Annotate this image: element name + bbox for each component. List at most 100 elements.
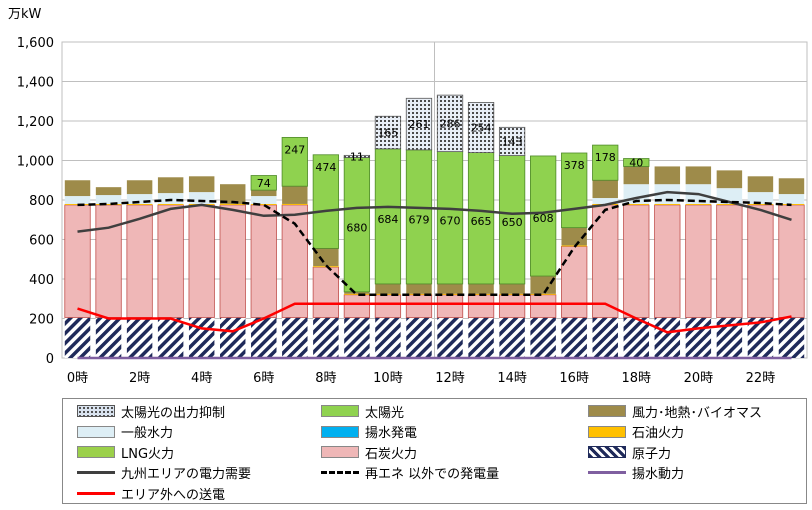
bar-segment-solar <box>436 151 464 285</box>
bar-segment-coal <box>778 204 805 318</box>
unit-label: 万kW <box>8 7 42 22</box>
bar-segment-nuclear <box>157 317 184 358</box>
bar-segment-hydro <box>747 192 774 204</box>
bar-label-solar: 684 <box>377 213 398 226</box>
bar-segment-oil <box>716 203 743 205</box>
bar-segment-nuclear <box>561 317 587 358</box>
legend-label: エリア外への送電 <box>121 487 226 503</box>
bar-segment-nuclear <box>188 317 215 358</box>
bar-segment-hydro <box>592 198 618 204</box>
bar-segment-wind_geo <box>313 248 339 267</box>
y-tick-label: 0 <box>46 352 54 367</box>
y-tick-label: 1,600 <box>17 36 54 51</box>
bar-segment-nuclear <box>95 317 122 358</box>
x-axis-ticks: 0時 2時 4時 6時 8時 10時 12時 14時 16時 18時 20時 22時 <box>67 371 775 386</box>
x-tick-label: 20時 <box>684 371 714 386</box>
legend-label: 風力･地熱･バイオマス <box>632 405 763 421</box>
bar-segment-hydro <box>95 195 122 204</box>
bar-segment-nuclear <box>778 317 805 358</box>
bar-segment-oil <box>157 203 184 205</box>
bar-segment-coal <box>219 204 246 318</box>
legend-swatch <box>77 405 115 417</box>
power-chart: 万kW 0 200 400 600 800 1,000 1,200 1,400 1,600 74… <box>8 7 808 386</box>
bar-segment-oil <box>282 203 308 205</box>
legend-item: 再エネ 以外での発電量 <box>321 463 499 483</box>
line-transfer <box>77 302 792 334</box>
legend-item: 原子力 <box>588 442 671 462</box>
legend-label: 再エネ 以外での発電量 <box>365 467 500 482</box>
bar-segment-hydro <box>157 193 184 204</box>
bar-label-curtail: 143 <box>502 135 523 148</box>
bar-segment-wind_geo <box>747 176 774 193</box>
bar-segment-oil <box>623 203 649 205</box>
y-tick-label: 200 <box>29 313 54 328</box>
bar-segment-oil <box>685 203 712 205</box>
y-tick-label: 1,400 <box>17 76 54 91</box>
bar-label-solar: 474 <box>315 161 336 174</box>
bar-segment-oil <box>375 293 401 295</box>
bar-label-curtail: 261 <box>408 118 429 131</box>
line-demand <box>77 190 792 233</box>
x-tick-label: 0時 <box>67 371 88 386</box>
x-tick-label: 2時 <box>129 371 150 386</box>
legend-item: 太陽光の出力抑制 <box>77 401 225 421</box>
bar-segment-oil <box>251 203 277 205</box>
bar-segment-curtail <box>467 102 495 153</box>
bar-label-solar: 178 <box>595 151 616 164</box>
bar-segment-hydro <box>188 192 215 204</box>
bar-segment-nuclear <box>282 317 308 358</box>
bar-segment-nuclear <box>344 317 370 358</box>
bar-label-solar: 608 <box>533 212 554 225</box>
bar-segment-wind_geo <box>282 186 308 204</box>
legend-swatch <box>588 425 626 438</box>
bar-segment-oil <box>499 293 525 295</box>
bar-segment-nuclear <box>437 317 463 358</box>
legend-label: LNG火力 <box>121 446 175 462</box>
bar-segment-wind_geo <box>437 283 463 294</box>
bar-segment-oil <box>220 203 246 205</box>
y-tick-label: 600 <box>29 234 54 249</box>
legend-item: 石炭火力 <box>321 442 417 462</box>
bar-segment-nuclear <box>64 317 91 358</box>
bar-segment-nuclear <box>313 317 339 358</box>
bar-segment-solar <box>343 157 371 293</box>
legend-swatch <box>321 425 359 438</box>
legend-label: 揚水発電 <box>365 426 418 441</box>
legend-swatch <box>77 471 115 474</box>
y-tick-label: 1,200 <box>17 115 54 130</box>
legend-item: 石油火力 <box>588 422 684 442</box>
bar-label-solar: 679 <box>408 214 429 227</box>
bar-segment-nuclear <box>468 317 494 358</box>
bar-segment-coal <box>374 294 402 318</box>
bars <box>64 94 805 358</box>
line-non_renew <box>77 198 792 297</box>
bar-segment-solar <box>312 154 339 249</box>
bar-segment-wind_geo <box>344 291 370 294</box>
bar-segment-wind_geo <box>406 283 432 294</box>
legend-swatch <box>588 471 626 474</box>
legend-swatch <box>77 425 115 438</box>
x-tick-label: 16時 <box>559 371 589 386</box>
legend-label: 太陽光の出力抑制 <box>121 405 226 421</box>
bar-segment-coal <box>95 204 122 318</box>
bar-label-solar: 40 <box>629 156 643 169</box>
bar-segment-wind_geo <box>251 190 277 197</box>
bar-segment-coal <box>685 204 712 318</box>
legend-swatch <box>321 446 359 458</box>
bar-segment-wind_geo <box>623 166 649 185</box>
legend-item: 揚水発電 <box>321 422 417 442</box>
legend-item: 太陽光 <box>321 401 404 421</box>
bar-segment-hydro <box>64 196 91 204</box>
legend: 太陽光の出力抑制 太陽光 風力･地熱･バイオマス 一般水力 揚水発電 石油火力 LNG火力 石… <box>62 398 807 504</box>
bar-segment-wind_geo <box>157 177 184 194</box>
bar-segment-wind_geo <box>654 166 681 185</box>
bar-segment-nuclear <box>530 317 556 358</box>
bar-segment-coal <box>64 204 91 318</box>
bar-segment-coal <box>157 204 184 318</box>
legend-label: 九州エリアの電力需要 <box>121 467 252 482</box>
legend-label: 揚水動力 <box>632 467 685 482</box>
x-tick-label: 12時 <box>435 371 465 386</box>
bar-segment-hydro <box>778 194 805 204</box>
legend-label: 石炭火力 <box>365 446 418 462</box>
legend-label: 太陽光 <box>365 405 405 421</box>
